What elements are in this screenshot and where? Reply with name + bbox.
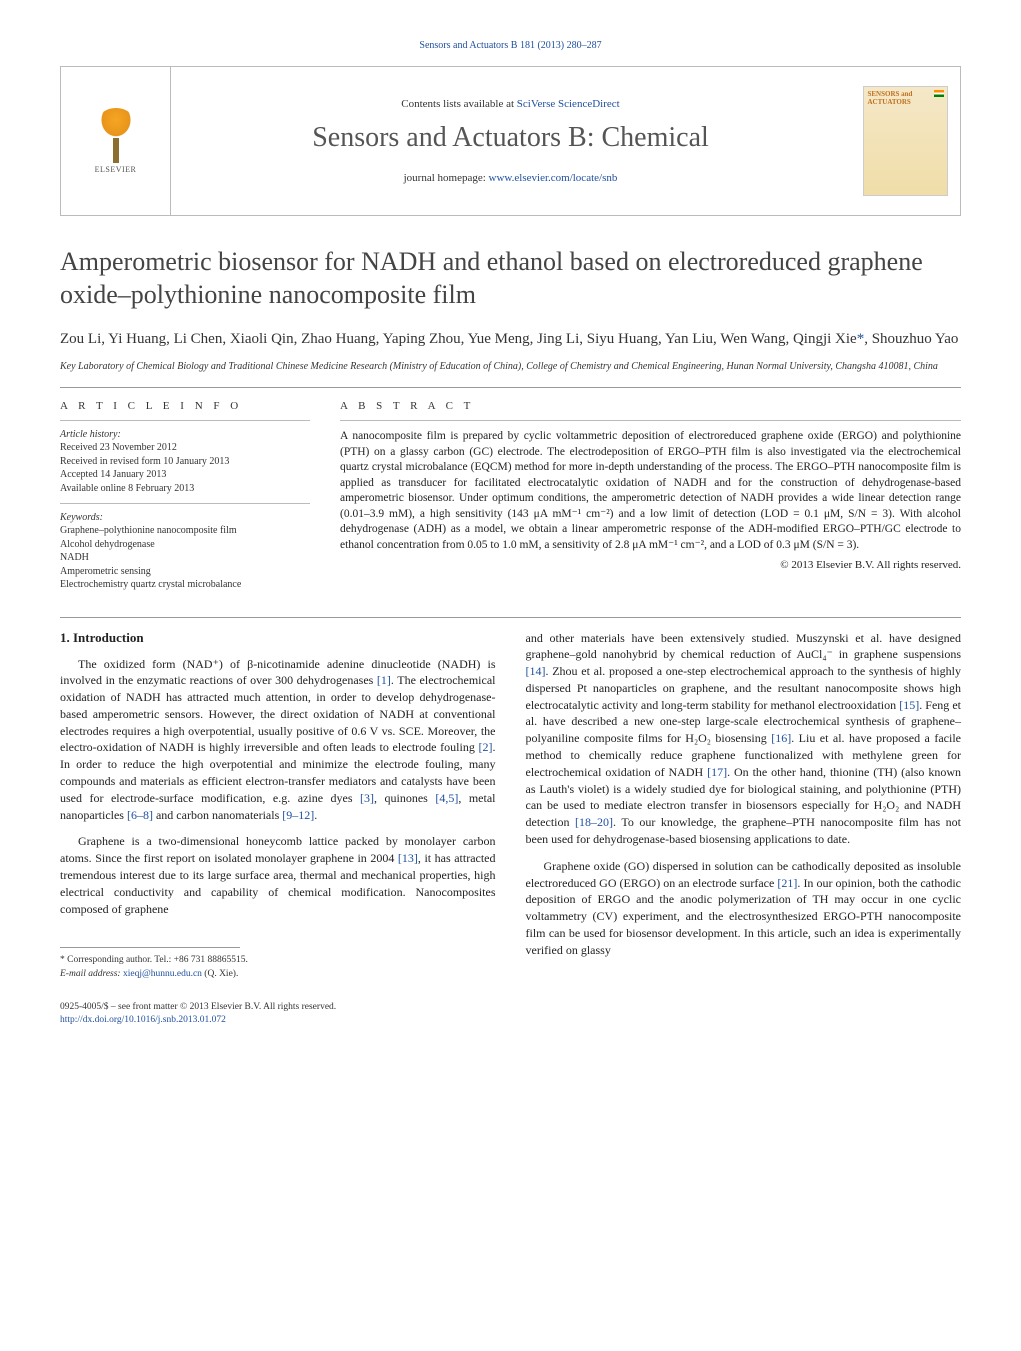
citation-link[interactable]: [3] [360, 791, 374, 805]
citation-link[interactable]: [16] [771, 731, 791, 745]
info-divider [60, 420, 310, 421]
text-run: . Zhou et al. proposed a one-step electr… [526, 664, 962, 712]
citation-link[interactable]: [9–12] [282, 808, 314, 822]
journal-masthead: ELSEVIER Contents lists available at Sci… [60, 66, 961, 216]
right-column: and other materials have been extensivel… [526, 630, 962, 1028]
publisher-logo-box: ELSEVIER [61, 67, 171, 215]
revised-date: Received in revised form 10 January 2013 [60, 455, 310, 469]
abstract-divider [340, 420, 961, 421]
homepage-prefix: journal homepage: [404, 172, 489, 184]
keyword: Graphene–polythionine nanocomposite film [60, 524, 310, 538]
author-list: Zou Li, Yi Huang, Li Chen, Xiaoli Qin, Z… [60, 329, 961, 350]
text-run: and carbon nanomaterials [153, 808, 282, 822]
received-date: Received 23 November 2012 [60, 441, 310, 455]
abstract-heading: A B S T R A C T [340, 400, 961, 412]
paragraph: The oxidized form (NAD⁺) of β-nicotinami… [60, 656, 496, 824]
article-info-heading: A R T I C L E I N F O [60, 400, 310, 412]
cover-title-text: SENSORS and ACTUATORS [868, 91, 943, 106]
history-label: Article history: [60, 429, 310, 440]
article-info-column: A R T I C L E I N F O Article history: R… [60, 400, 310, 592]
left-column: 1. Introduction The oxidized form (NAD⁺)… [60, 630, 496, 1028]
journal-cover-box: SENSORS and ACTUATORS [850, 67, 960, 215]
affiliation: Key Laboratory of Chemical Biology and T… [60, 360, 961, 373]
issn-copyright-line: 0925-4005/$ – see front matter © 2013 El… [60, 1001, 496, 1014]
journal-cover-thumb: SENSORS and ACTUATORS [863, 86, 948, 196]
divider [60, 617, 961, 618]
citation-link[interactable]: [17] [707, 765, 727, 779]
doi-block: 0925-4005/$ – see front matter © 2013 El… [60, 1001, 496, 1028]
info-divider [60, 503, 310, 504]
cover-flag-icon [934, 90, 944, 97]
abstract-copyright: © 2013 Elsevier B.V. All rights reserved… [340, 559, 961, 571]
article-title: Amperometric biosensor for NADH and etha… [60, 246, 961, 311]
corresponding-author-footnote: * Corresponding author. Tel.: +86 731 88… [60, 954, 496, 981]
doi-link[interactable]: http://dx.doi.org/10.1016/j.snb.2013.01.… [60, 1014, 496, 1027]
section-heading: 1. Introduction [60, 630, 496, 646]
journal-name: Sensors and Actuators B: Chemical [312, 122, 709, 154]
citation-link[interactable]: [21] [777, 876, 797, 890]
authors-tail: , Shouzhuo Yao [864, 331, 958, 347]
masthead-center: Contents lists available at SciVerse Sci… [171, 67, 850, 215]
online-date: Available online 8 February 2013 [60, 482, 310, 496]
citation-link[interactable]: [18–20] [575, 815, 613, 829]
homepage-line: journal homepage: www.elsevier.com/locat… [404, 172, 618, 184]
keyword: Electrochemistry quartz crystal microbal… [60, 578, 310, 592]
journal-homepage-link[interactable]: www.elsevier.com/locate/snb [489, 172, 618, 184]
contents-available-line: Contents lists available at SciVerse Sci… [401, 98, 619, 110]
citation-link[interactable]: [4,5] [435, 791, 458, 805]
citation-header: Sensors and Actuators B 181 (2013) 280–2… [60, 40, 961, 51]
email-suffix: (Q. Xie). [202, 969, 238, 979]
paragraph: Graphene oxide (GO) dispersed in solutio… [526, 858, 962, 959]
divider [60, 387, 961, 388]
keyword: Amperometric sensing [60, 565, 310, 579]
info-abstract-row: A R T I C L E I N F O Article history: R… [60, 400, 961, 592]
citation-link[interactable]: [1] [377, 673, 391, 687]
abstract-column: A B S T R A C T A nanocomposite film is … [340, 400, 961, 592]
accepted-date: Accepted 14 January 2013 [60, 468, 310, 482]
contents-prefix: Contents lists available at [401, 98, 516, 110]
keywords-label: Keywords: [60, 512, 310, 523]
citation-link[interactable]: [14] [526, 664, 546, 678]
sciencedirect-link[interactable]: SciVerse ScienceDirect [517, 98, 620, 110]
keyword: NADH [60, 551, 310, 565]
corr-tel: * Corresponding author. Tel.: +86 731 88… [60, 954, 496, 967]
elsevier-logo-text: ELSEVIER [95, 165, 137, 174]
text-run: , quinones [374, 791, 435, 805]
body-two-column: 1. Introduction The oxidized form (NAD⁺)… [60, 630, 961, 1028]
text-run: . [314, 808, 317, 822]
keyword: Alcohol dehydrogenase [60, 538, 310, 552]
citation-link[interactable]: [2] [479, 740, 493, 754]
corr-email-link[interactable]: xieqj@hunnu.edu.cn [123, 969, 202, 979]
elsevier-logo: ELSEVIER [81, 101, 151, 181]
citation-link[interactable]: [15] [899, 698, 919, 712]
footnote-divider [60, 947, 240, 948]
paragraph: Graphene is a two-dimensional honeycomb … [60, 833, 496, 917]
authors-main: Zou Li, Yi Huang, Li Chen, Xiaoli Qin, Z… [60, 331, 857, 347]
paragraph: and other materials have been extensivel… [526, 630, 962, 848]
citation-link[interactable]: [13] [398, 851, 418, 865]
text-run: and other materials have been extensivel… [526, 631, 962, 662]
email-label: E-mail address: [60, 969, 123, 979]
elsevier-tree-icon [91, 108, 141, 163]
citation-link[interactable]: [6–8] [127, 808, 153, 822]
abstract-text: A nanocomposite film is prepared by cycl… [340, 429, 961, 553]
